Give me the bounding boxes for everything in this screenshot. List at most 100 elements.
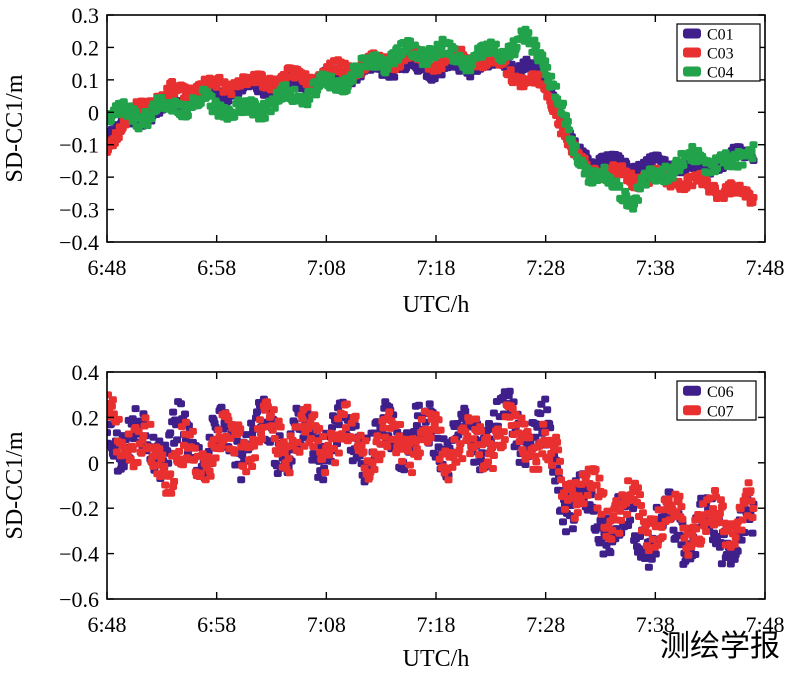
point-C07	[293, 438, 302, 446]
point-C06	[748, 529, 757, 537]
top-data-points	[107, 25, 758, 213]
point-C07	[579, 500, 588, 508]
point-C07	[141, 414, 150, 422]
point-C04	[748, 155, 757, 163]
point-C06	[543, 406, 552, 414]
point-C07	[500, 436, 509, 444]
point-C04	[281, 81, 290, 89]
top-ytick-label: 0.2	[72, 35, 100, 60]
point-C07	[677, 503, 686, 511]
bottom-data-points	[107, 387, 758, 571]
point-C07	[697, 537, 706, 545]
point-C07	[606, 517, 615, 525]
point-C06	[181, 410, 189, 418]
point-C07	[256, 416, 264, 424]
chart-bottom: 6:48 6:58 7:08 7:18 7:28 7:38 7:48 0.4 0.2 0 −0.2 −…	[2, 360, 785, 672]
point-C07	[634, 484, 642, 492]
point-C07	[341, 424, 350, 432]
top-xtick-label: 7:48	[745, 255, 784, 280]
point-C07	[715, 509, 724, 517]
point-C07	[373, 432, 382, 440]
legend-label-C06: C06	[707, 384, 734, 401]
point-C06	[651, 550, 660, 558]
point-C07	[583, 491, 592, 499]
point-C07	[675, 492, 684, 500]
point-C06	[669, 526, 678, 534]
point-C07	[653, 541, 662, 549]
point-C04	[679, 161, 688, 169]
point-C07	[539, 420, 548, 428]
point-C03	[457, 45, 466, 53]
point-C07	[361, 437, 370, 445]
point-C07	[658, 533, 667, 541]
point-C04	[563, 117, 572, 125]
legend-label-C07: C07	[707, 403, 734, 420]
point-C07	[417, 415, 426, 423]
point-C07	[512, 421, 521, 429]
point-C04	[641, 181, 650, 189]
point-C06	[328, 424, 336, 432]
point-C07	[334, 449, 343, 457]
point-C07	[711, 487, 719, 494]
point-C04	[183, 112, 192, 120]
point-C07	[555, 468, 563, 476]
point-C07	[572, 501, 581, 509]
point-C07	[623, 510, 632, 518]
point-C07	[226, 434, 235, 442]
point-C06	[177, 400, 185, 408]
point-C06	[131, 405, 140, 413]
point-C06	[635, 545, 643, 553]
point-C07	[182, 418, 190, 426]
point-C06	[247, 419, 256, 427]
point-C07	[179, 461, 187, 469]
point-C03	[749, 194, 758, 201]
point-C04	[543, 63, 552, 71]
bottom-ytick-label: 0.4	[72, 360, 100, 385]
point-C07	[430, 421, 439, 429]
point-C07	[284, 455, 293, 462]
point-C07	[360, 464, 369, 472]
point-C07	[211, 454, 220, 462]
point-C04	[143, 122, 152, 130]
point-C07	[684, 551, 693, 559]
top-ytick-label: −0.2	[59, 165, 99, 190]
top-ytick-label: −0.4	[59, 230, 99, 255]
point-C07	[691, 516, 700, 524]
point-C07	[337, 430, 346, 438]
point-C04	[270, 104, 279, 112]
point-C06	[606, 549, 615, 557]
point-C07	[273, 450, 282, 458]
point-C03	[114, 134, 123, 142]
point-C07	[455, 446, 464, 454]
point-C04	[747, 147, 756, 155]
point-C07	[108, 396, 117, 404]
legend-marker-C01	[683, 28, 701, 39]
point-C07	[351, 412, 360, 420]
point-C07	[188, 427, 197, 435]
point-C07	[248, 463, 257, 470]
point-C07	[398, 457, 407, 465]
point-C06	[173, 436, 182, 444]
point-C07	[515, 438, 524, 445]
point-C07	[649, 515, 658, 523]
point-C06	[273, 470, 282, 477]
point-C07	[517, 414, 526, 422]
point-C07	[520, 420, 529, 428]
point-C07	[251, 454, 259, 462]
top-ytick-label: 0.3	[72, 3, 100, 28]
point-C07	[406, 461, 414, 469]
bottom-xtick-label: 7:08	[307, 612, 346, 637]
point-C07	[664, 495, 673, 503]
point-C07	[498, 442, 507, 450]
point-C07	[396, 421, 405, 428]
point-C04	[466, 67, 475, 75]
legend-marker-C06	[683, 385, 701, 396]
point-C06	[477, 456, 486, 464]
top-x-axis-label: UTC/h	[403, 292, 470, 318]
point-C07	[748, 514, 757, 521]
point-C07	[342, 400, 351, 408]
point-C07	[483, 433, 491, 441]
point-C06	[713, 533, 721, 540]
point-C04	[417, 46, 426, 54]
point-C07	[175, 447, 184, 455]
